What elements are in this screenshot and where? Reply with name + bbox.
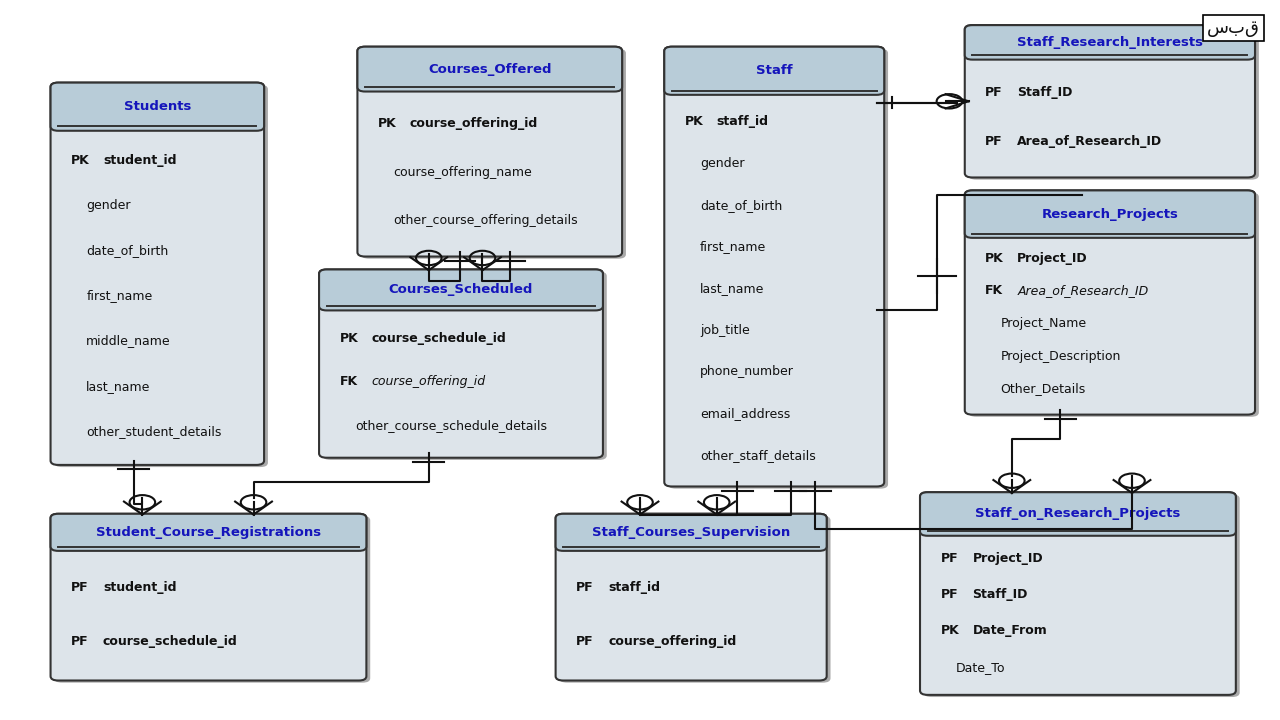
Text: Research_Projects: Research_Projects [1042, 207, 1179, 220]
Text: PF: PF [70, 580, 88, 593]
Text: student_id: student_id [102, 580, 177, 593]
Text: Student_Course_Registrations: Student_Course_Registrations [96, 526, 321, 539]
Text: last_name: last_name [86, 379, 151, 392]
FancyBboxPatch shape [924, 495, 1239, 697]
FancyBboxPatch shape [357, 47, 622, 91]
Text: Students: Students [124, 100, 191, 113]
Text: FK: FK [986, 284, 1004, 297]
FancyBboxPatch shape [51, 83, 264, 131]
FancyBboxPatch shape [965, 25, 1254, 177]
Text: gender: gender [700, 157, 745, 170]
Text: Courses_Scheduled: Courses_Scheduled [389, 284, 534, 297]
FancyBboxPatch shape [969, 27, 1258, 179]
Text: Project_ID: Project_ID [1018, 251, 1088, 264]
FancyBboxPatch shape [51, 514, 366, 680]
Text: course_offering_id: course_offering_id [608, 634, 736, 647]
Text: other_course_offering_details: other_course_offering_details [393, 214, 577, 228]
FancyBboxPatch shape [357, 47, 622, 256]
FancyBboxPatch shape [323, 271, 607, 460]
FancyBboxPatch shape [965, 190, 1254, 238]
FancyBboxPatch shape [920, 492, 1235, 695]
FancyBboxPatch shape [51, 514, 366, 551]
FancyBboxPatch shape [361, 49, 626, 258]
FancyBboxPatch shape [556, 514, 827, 551]
Text: FK: FK [339, 375, 357, 388]
Text: PF: PF [576, 580, 594, 593]
Text: PK: PK [685, 115, 704, 128]
Text: Project_Description: Project_Description [1001, 350, 1121, 363]
FancyBboxPatch shape [969, 192, 1258, 417]
FancyBboxPatch shape [668, 49, 888, 489]
FancyBboxPatch shape [664, 47, 884, 487]
Text: Staff_Courses_Supervision: Staff_Courses_Supervision [593, 526, 790, 539]
Text: course_schedule_id: course_schedule_id [371, 332, 507, 345]
Text: first_name: first_name [86, 289, 152, 302]
Text: course_offering_id: course_offering_id [371, 375, 485, 388]
Text: gender: gender [86, 199, 131, 212]
Text: Other_Details: Other_Details [1001, 382, 1085, 395]
Text: Date_To: Date_To [956, 660, 1005, 673]
Text: PK: PK [378, 117, 397, 130]
Text: staff_id: staff_id [717, 115, 769, 128]
Text: Courses_Offered: Courses_Offered [428, 63, 552, 76]
Text: course_offering_name: course_offering_name [393, 166, 532, 179]
Text: Project_Name: Project_Name [1001, 317, 1087, 330]
Text: date_of_birth: date_of_birth [700, 199, 782, 212]
FancyBboxPatch shape [54, 85, 268, 467]
Text: Project_ID: Project_ID [973, 552, 1043, 565]
FancyBboxPatch shape [920, 492, 1235, 536]
Text: middle_name: middle_name [86, 335, 172, 348]
Text: Staff_Research_Interests: Staff_Research_Interests [1016, 36, 1203, 49]
Text: PK: PK [70, 154, 90, 167]
Text: PF: PF [70, 634, 88, 647]
Text: date_of_birth: date_of_birth [86, 244, 169, 257]
FancyBboxPatch shape [319, 269, 603, 310]
Text: PF: PF [941, 588, 959, 601]
Text: Staff_on_Research_Projects: Staff_on_Research_Projects [975, 508, 1180, 521]
Text: سبق: سبق [1207, 19, 1260, 37]
Text: last_name: last_name [700, 282, 764, 295]
Text: other_staff_details: other_staff_details [700, 449, 815, 462]
Text: Date_From: Date_From [973, 624, 1047, 637]
Text: Area_of_Research_ID: Area_of_Research_ID [1018, 284, 1148, 297]
FancyBboxPatch shape [965, 190, 1254, 415]
Text: PK: PK [339, 332, 358, 345]
Text: PF: PF [986, 86, 1002, 99]
Text: job_title: job_title [700, 323, 750, 336]
Text: PF: PF [576, 634, 594, 647]
Text: email_address: email_address [700, 407, 790, 420]
Text: student_id: student_id [102, 154, 177, 167]
Text: other_student_details: other_student_details [86, 425, 221, 438]
Text: Staff: Staff [756, 64, 792, 77]
FancyBboxPatch shape [51, 83, 264, 465]
Text: Staff_ID: Staff_ID [1018, 86, 1073, 99]
FancyBboxPatch shape [965, 25, 1254, 60]
FancyBboxPatch shape [556, 514, 827, 680]
Text: Area_of_Research_ID: Area_of_Research_ID [1018, 135, 1162, 148]
Text: PF: PF [941, 552, 959, 565]
Text: Staff_ID: Staff_ID [973, 588, 1028, 601]
Text: phone_number: phone_number [700, 365, 794, 378]
Text: PK: PK [986, 251, 1004, 264]
FancyBboxPatch shape [319, 269, 603, 458]
Text: course_schedule_id: course_schedule_id [102, 634, 238, 647]
Text: PK: PK [941, 624, 959, 637]
Text: PF: PF [986, 135, 1002, 148]
Text: course_offering_id: course_offering_id [410, 117, 538, 130]
Text: other_course_schedule_details: other_course_schedule_details [355, 419, 547, 432]
FancyBboxPatch shape [54, 516, 370, 683]
Text: staff_id: staff_id [608, 580, 660, 593]
FancyBboxPatch shape [664, 47, 884, 95]
FancyBboxPatch shape [559, 516, 831, 683]
Text: first_name: first_name [700, 240, 767, 253]
